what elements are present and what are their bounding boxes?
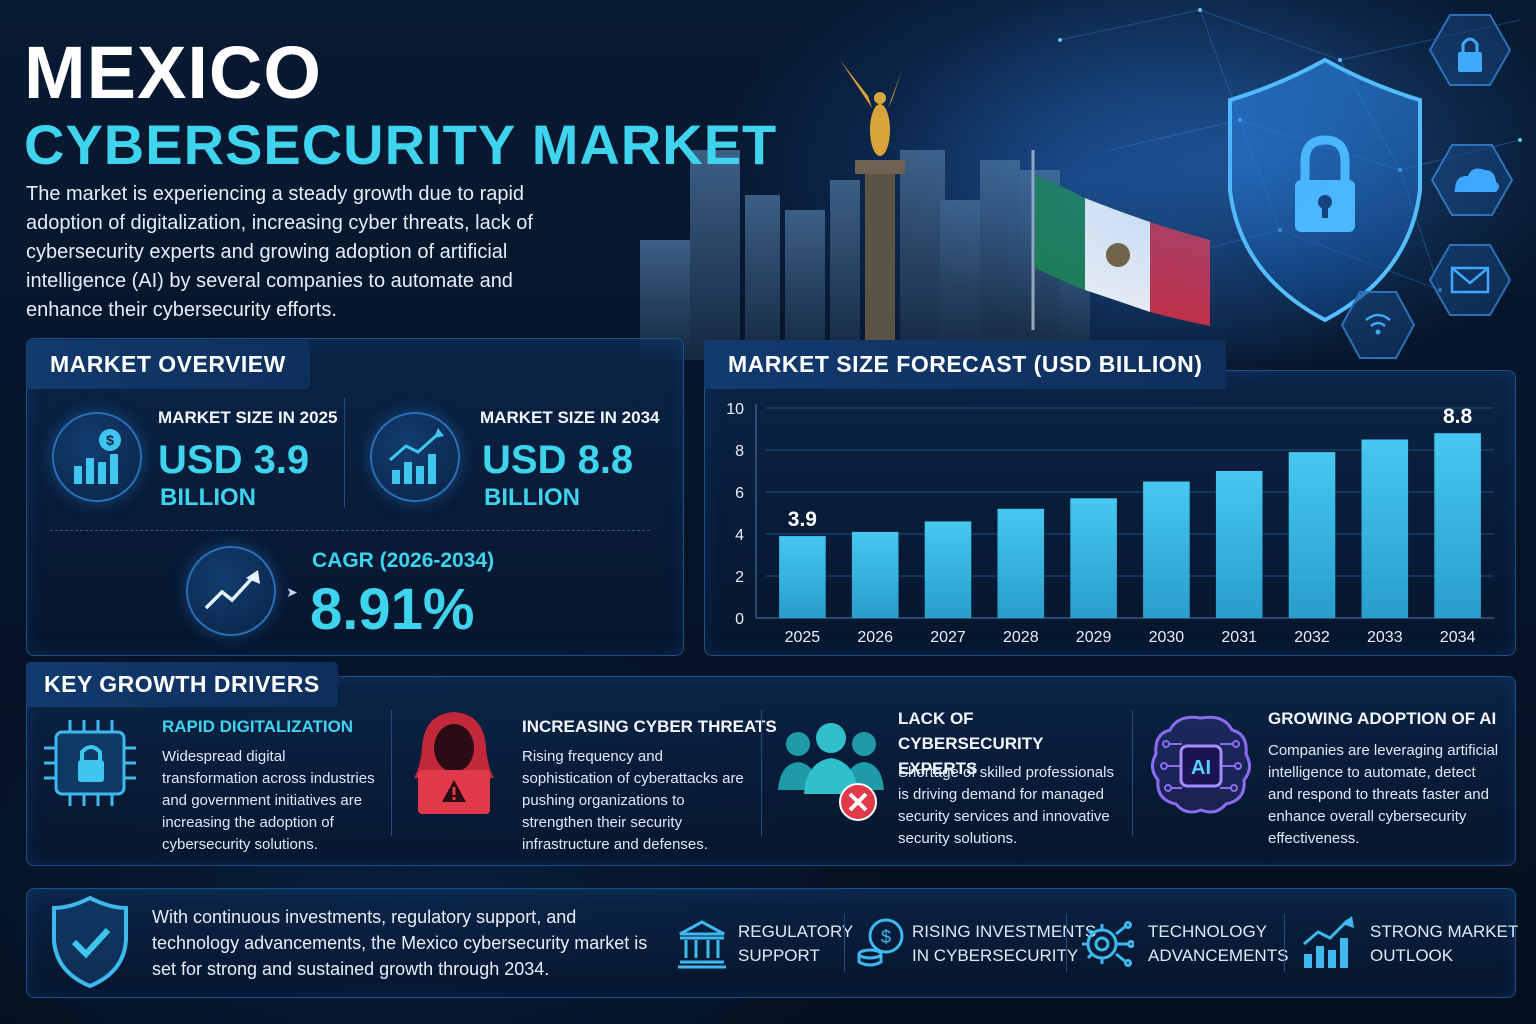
growth-chart-icon-footer bbox=[1300, 914, 1358, 975]
chip-lock-icon bbox=[40, 718, 140, 813]
cagr-value: 8.91% bbox=[310, 577, 475, 642]
bar-2030 bbox=[1143, 481, 1190, 618]
hero-illustration bbox=[640, 0, 1536, 360]
forecast-bar-chart: 0 2 4 6 8 10 2025 3.9 2026 2027 2028 2029 2030 2031 20… bbox=[726, 401, 1494, 646]
y-tick-label: 4 bbox=[735, 527, 744, 544]
growth-drivers-panel bbox=[26, 676, 1516, 866]
driver-divider-2 bbox=[761, 710, 762, 836]
forecast-chart-title: MARKET SIZE FORECAST (USD BILLION) bbox=[704, 340, 1227, 389]
bar-2032 bbox=[1288, 452, 1336, 618]
y-tick-label: 6 bbox=[735, 485, 744, 502]
x-tick-label: 2033 bbox=[1367, 629, 1403, 646]
ai-brain-icon: AI bbox=[1148, 710, 1254, 825]
shield-check-icon bbox=[50, 894, 130, 995]
x-tick-label: 2029 bbox=[1076, 629, 1112, 646]
trend-up-icon bbox=[186, 546, 276, 636]
footer-divider-3 bbox=[1284, 914, 1285, 972]
x-tick-label: 2025 bbox=[785, 629, 821, 646]
page-title: MEXICO bbox=[24, 31, 322, 114]
driver-4-title: GROWING ADOPTION OF AI bbox=[1268, 709, 1497, 728]
driver-divider-3 bbox=[1132, 710, 1133, 836]
people-x-icon bbox=[776, 714, 886, 829]
bar-2028 bbox=[997, 508, 1045, 618]
footer-item-1-line2: SUPPORT bbox=[738, 946, 820, 965]
coins-icon: $ bbox=[856, 916, 908, 975]
dollar-chart-icon: $ bbox=[52, 412, 142, 502]
kpi-2034-unit: BILLION bbox=[484, 484, 580, 511]
kpi-2034-label: MARKET SIZE IN 2034 bbox=[480, 408, 660, 427]
bar-2034 bbox=[1434, 433, 1481, 618]
x-tick-label: 2028 bbox=[1003, 629, 1039, 646]
footer-divider-1 bbox=[844, 914, 845, 972]
growth-chart-icon bbox=[370, 412, 460, 502]
kpi-2025-unit: BILLION bbox=[160, 484, 256, 511]
data-label: 3.9 bbox=[788, 508, 817, 531]
growth-drivers-tab: KEY GROWTH DRIVERS bbox=[26, 662, 338, 707]
y-tick-label: 10 bbox=[726, 401, 744, 418]
bar-2031 bbox=[1215, 471, 1263, 618]
footer-item-2-line2: IN CYBERSECURITY bbox=[912, 946, 1079, 965]
kpi-2034-value: USD 8.8 bbox=[482, 438, 634, 482]
x-tick-label: 2032 bbox=[1294, 629, 1330, 646]
page-subtitle: CYBERSECURITY MARKET bbox=[24, 113, 778, 176]
driver-1-text: Widespread digital transformation across… bbox=[162, 748, 375, 853]
y-tick-label: 0 bbox=[735, 611, 744, 628]
kpi-2025-label: MARKET SIZE IN 2025 bbox=[158, 408, 338, 427]
bar-2033 bbox=[1361, 439, 1409, 618]
bar-2029 bbox=[1070, 498, 1117, 618]
driver-4-text: Companies are leveraging artificial inte… bbox=[1268, 742, 1499, 847]
x-tick-label: 2026 bbox=[857, 629, 893, 646]
x-tick-label: 2034 bbox=[1440, 629, 1476, 646]
cagr-label: CAGR (2026-2034) bbox=[312, 549, 495, 572]
driver-2-text: Rising frequency and sophistication of c… bbox=[522, 748, 744, 853]
footer-item-3-line2: ADVANCEMENTS bbox=[1148, 946, 1289, 965]
footer-item-4-line1: STRONG MARKET bbox=[1370, 922, 1519, 941]
gear-circuit-icon bbox=[1078, 916, 1135, 977]
x-tick-label: 2027 bbox=[930, 629, 966, 646]
overview-divider bbox=[50, 530, 650, 531]
driver-divider-1 bbox=[391, 710, 392, 836]
footer-item-3-line1: TECHNOLOGY bbox=[1148, 922, 1268, 941]
kpi-divider bbox=[344, 398, 345, 508]
kpi-2025-value: USD 3.9 bbox=[158, 438, 310, 482]
bar-2025 bbox=[779, 536, 826, 618]
x-tick-label: 2031 bbox=[1221, 629, 1257, 646]
y-tick-label: 8 bbox=[735, 443, 744, 460]
footer-item-4-line2: OUTLOOK bbox=[1370, 946, 1454, 965]
bank-icon bbox=[676, 918, 728, 975]
driver-1-title: RAPID DIGITALIZATION bbox=[162, 717, 354, 736]
bar-2027 bbox=[924, 521, 972, 618]
bar-2026 bbox=[851, 531, 899, 618]
driver-2-title: INCREASING CYBER THREATS bbox=[522, 717, 777, 736]
x-tick-label: 2030 bbox=[1149, 629, 1185, 646]
driver-3-text: Shortage of skilled professionals is dri… bbox=[898, 764, 1114, 847]
footer-item-2-line1: RISING INVESTMENTS bbox=[912, 922, 1097, 941]
data-label: 8.8 bbox=[1443, 405, 1473, 428]
summary-text: With continuous investments, regulatory … bbox=[152, 907, 648, 979]
arrow-right-icon: ➤ bbox=[286, 584, 298, 600]
market-overview-tab: MARKET OVERVIEW bbox=[26, 340, 310, 389]
hacker-icon bbox=[404, 708, 504, 823]
footer-divider-2 bbox=[1066, 914, 1067, 972]
summary-panel bbox=[26, 888, 1516, 998]
svg-text:AI: AI bbox=[1191, 757, 1211, 779]
driver-3-title: LACK OF CYBERSECURITY EXPERTS bbox=[898, 709, 1044, 778]
svg-text:$: $ bbox=[106, 432, 114, 448]
market-overview-panel bbox=[26, 338, 684, 656]
footer-item-1-line1: REGULATORY bbox=[738, 922, 854, 941]
y-tick-label: 2 bbox=[735, 569, 744, 586]
intro-paragraph: The market is experiencing a steady grow… bbox=[26, 183, 533, 321]
svg-text:$: $ bbox=[881, 927, 891, 947]
